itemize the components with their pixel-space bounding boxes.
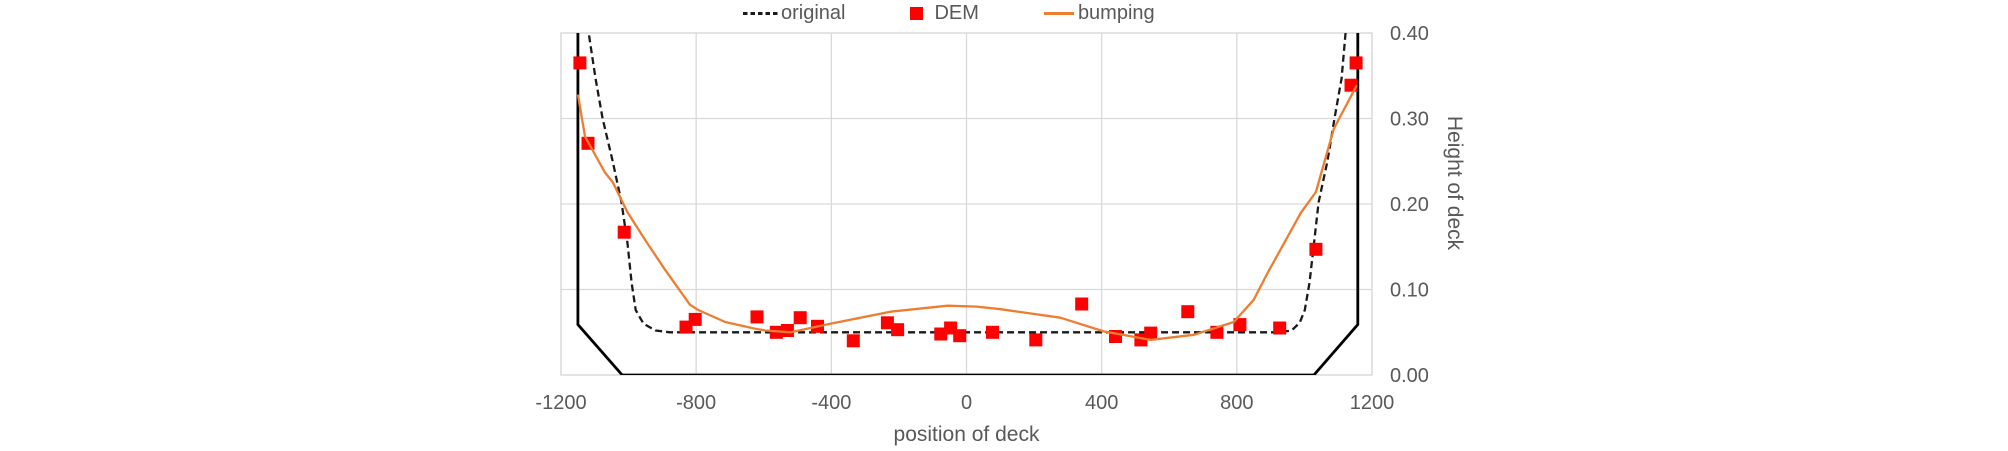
y-tick-label: 0.00 [1390,365,1429,387]
y-tick-label: 0.20 [1390,194,1429,216]
y-axis-title: Height of deck [1443,115,1466,251]
dem-point [1144,326,1158,340]
dem-point [688,312,702,326]
dem-point [1309,242,1323,256]
y-tick-label: 0.40 [1390,23,1429,45]
x-tick-label: -1200 [535,392,586,414]
dem-point [1181,305,1195,319]
dem-square-swatch [910,7,924,20]
dem-point [934,327,948,341]
original-dashed-line-swatch [743,12,779,15]
x-tick-label: 400 [1085,392,1118,414]
legend-item-dem[interactable]: DEM [910,1,979,26]
legend-item-original[interactable]: original [743,1,845,26]
dem-point [750,310,764,324]
dem-point [1233,318,1247,332]
legend-label-dem: DEM [934,2,979,24]
dem-point [1075,297,1089,311]
dem-point [1029,333,1043,347]
x-axis-title: position of deck [893,423,1040,446]
original-line [587,33,1347,334]
bumping-line-swatch [1043,12,1074,15]
x-tick-label: 0 [961,392,972,414]
x-tick-label: -800 [676,392,716,414]
dem-point [1273,321,1287,335]
x-tick-label: 800 [1220,392,1253,414]
dem-point [953,329,967,343]
boundary-line [576,33,1360,375]
y-tick-label: 0.10 [1390,280,1429,302]
dem-point [1349,56,1363,70]
dem-point [793,311,807,325]
bumping-line [576,84,1358,342]
dem-point [573,56,587,70]
dem-point [617,225,631,239]
dem-point [846,334,860,348]
dem-points [573,56,1363,348]
x-tick-label: 1200 [1350,392,1395,414]
dem-point [880,316,894,330]
legend-label-bumping: bumping [1077,2,1155,24]
legend: original DEM bumping [743,1,1155,26]
dem-point [780,324,794,337]
legend-label-original: original [781,2,846,24]
legend-item-bumping[interactable]: bumping [1043,1,1155,26]
x-tick-label: -400 [811,392,851,414]
dem-point [891,323,905,337]
y-tick-label: 0.30 [1390,109,1429,131]
dem-point [986,325,999,339]
